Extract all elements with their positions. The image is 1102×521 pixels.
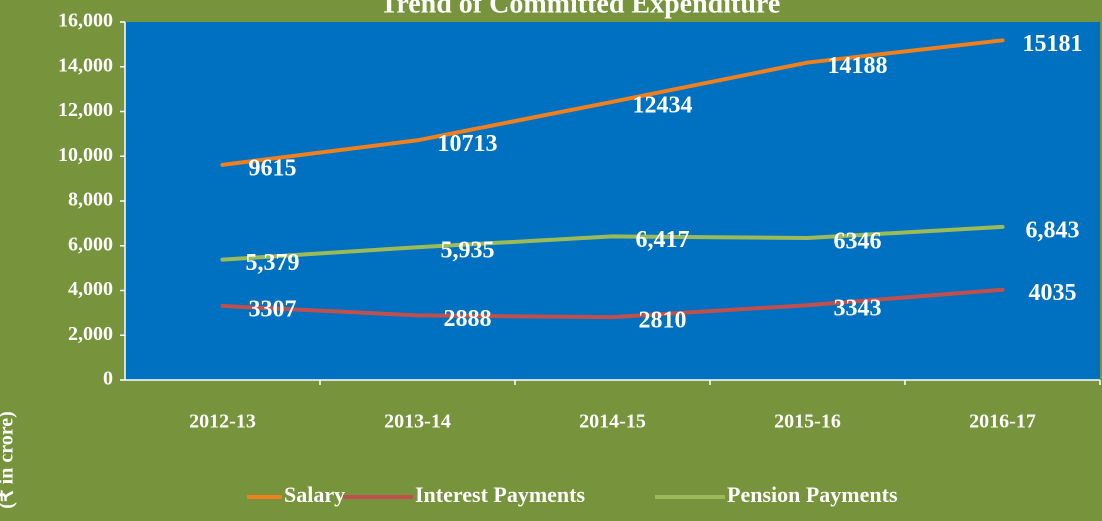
data-label: 5,935 <box>441 238 495 264</box>
data-label: 6,843 <box>1026 217 1080 243</box>
data-label: 6346 <box>834 229 882 255</box>
y-axis-label: (₹ in crore) <box>0 411 18 509</box>
data-label: 10713 <box>438 131 498 157</box>
y-tick-label: 12,000 <box>58 99 113 121</box>
data-label: 15181 <box>1023 31 1083 57</box>
legend-label: Interest Payments <box>415 482 585 507</box>
legend-label: Salary <box>284 482 345 507</box>
data-label: 4035 <box>1029 280 1077 306</box>
x-tick-label: 2016-17 <box>969 411 1036 433</box>
series-line <box>220 38 1005 167</box>
y-tick-label: 4,000 <box>68 278 113 300</box>
x-tick-label: 2015-16 <box>774 411 841 433</box>
data-label: 9615 <box>249 155 297 181</box>
y-tick-label: 14,000 <box>58 54 113 76</box>
data-label: 14188 <box>828 53 888 79</box>
series-line <box>220 287 1005 320</box>
y-tick-label: 2,000 <box>68 323 113 345</box>
y-tick-label: 10,000 <box>58 144 113 166</box>
x-tick-label: 2014-15 <box>579 411 646 433</box>
x-tick-label: 2012-13 <box>189 411 256 433</box>
chart-title: Trend of Committed Expenditure <box>380 0 781 19</box>
data-label: 12434 <box>633 92 693 118</box>
data-label: 3307 <box>249 297 297 323</box>
data-label: 5,379 <box>246 250 300 276</box>
legend-label: Pension Payments <box>727 482 898 507</box>
x-tick-label: 2013-14 <box>384 411 451 433</box>
y-tick-label: 6,000 <box>68 233 113 255</box>
data-label: 2888 <box>444 306 492 332</box>
series-line <box>220 224 1005 262</box>
plot-area <box>125 22 1100 380</box>
y-tick-label: 0 <box>103 368 113 390</box>
data-label: 6,417 <box>636 227 690 253</box>
data-label: 2810 <box>639 308 687 334</box>
data-label: 3343 <box>834 296 882 322</box>
y-tick-label: 16,000 <box>58 10 113 32</box>
y-tick-label: 8,000 <box>68 189 113 211</box>
